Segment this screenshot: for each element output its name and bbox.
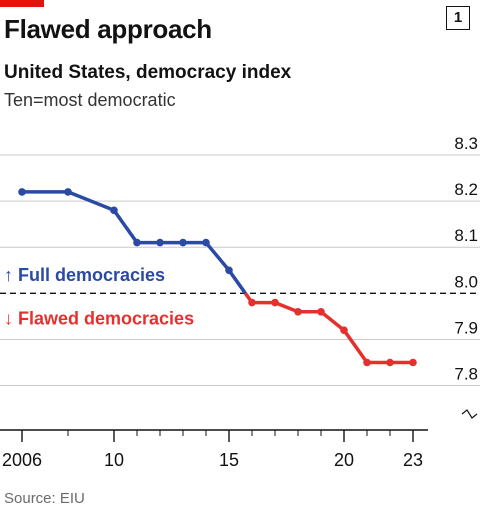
data-point: [18, 188, 26, 196]
y-tick-label: 8.2: [454, 180, 478, 199]
y-tick-label: 7.9: [454, 318, 478, 337]
unit-note: Ten=most democratic: [4, 90, 176, 110]
y-tick-labels: 7.8 7.9 8.0 8.1 8.2 8.3: [454, 134, 478, 384]
data-point: [271, 298, 279, 307]
y-tick-label: 8.1: [454, 226, 478, 245]
data-point: [409, 358, 417, 367]
y-tick-label: 7.8: [454, 365, 478, 384]
annotations: ↑ Full democracies ↓ Flawed democracies: [4, 265, 194, 329]
x-tick-label: 20: [334, 450, 354, 470]
annotation-label: ↑ Full democracies: [4, 265, 165, 285]
data-point: [248, 298, 256, 307]
data-point: [225, 266, 233, 275]
source-note: Source: EIU: [4, 490, 85, 507]
x-tick-label: 2006: [2, 450, 42, 470]
series-line-flawed-democracy: [243, 292, 413, 365]
y-tick-label: 8.0: [454, 272, 478, 291]
data-point: [202, 238, 210, 247]
axis-break-icon: [461, 409, 478, 419]
x-tick-label: 15: [219, 450, 239, 470]
data-point: [317, 307, 325, 316]
x-tick-label: 23: [403, 450, 423, 470]
annotation-label: ↓ Flawed democracies: [4, 309, 194, 329]
x-tick-label: 10: [104, 450, 124, 470]
data-point: [386, 358, 394, 367]
data-point: [156, 238, 164, 247]
y-tick-label: 8.3: [454, 134, 478, 153]
brand-red-tab: [0, 0, 44, 7]
data-point: [340, 326, 348, 335]
data-point: [110, 206, 118, 215]
chart-title: Flawed approach: [4, 14, 212, 44]
data-point: [133, 238, 141, 247]
series-democracy-index: [18, 188, 417, 367]
chart-subtitle: United States, democracy index: [4, 62, 292, 83]
chart-number-badge: 1: [446, 6, 470, 30]
data-point: [179, 238, 187, 247]
data-point: [363, 358, 371, 367]
grid-lines: [0, 154, 480, 419]
x-axis: 2006 10 15 20 23: [0, 429, 428, 470]
data-point: [294, 307, 302, 316]
data-point: [64, 188, 72, 196]
